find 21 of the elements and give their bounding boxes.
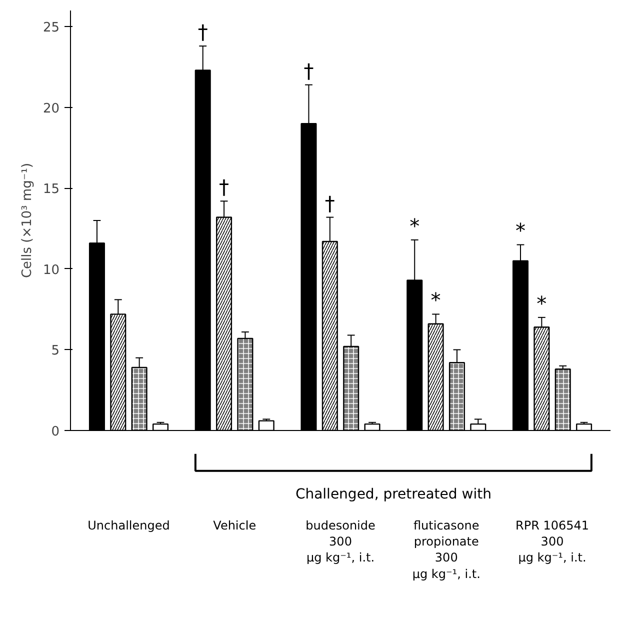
y-tick-label: 25: [42, 20, 60, 36]
text: Challenged, pretreated with: [295, 486, 492, 503]
y-tick-label: 20: [42, 101, 60, 116]
y-tick-label: 5: [51, 344, 60, 359]
y-tick-label: 10: [42, 262, 60, 278]
data-label: †: [324, 191, 335, 216]
y-tick-label: 0: [51, 424, 60, 440]
x-tick-label: fluticasone propionate 300 µg kg⁻¹, i.t.: [412, 518, 480, 581]
data-label: †: [219, 175, 230, 200]
data-label: *: [516, 218, 526, 243]
y-axis-title: Cells (×10³ mg⁻¹): [20, 162, 35, 278]
x-tick-label: Vehicle: [213, 518, 256, 532]
x-tick-label: RPR 106541 300 µg kg⁻¹, i.t.: [515, 518, 590, 565]
data-label: †: [304, 58, 314, 83]
x-tick-label: Unchallenged: [88, 518, 170, 532]
data-label: *: [410, 214, 420, 238]
x-tick-label: budesonide 300 µg kg⁻¹, i.t.: [306, 518, 376, 565]
y-tick-label: 15: [42, 182, 60, 198]
data-label: *: [430, 288, 441, 312]
data-label: *: [536, 291, 547, 316]
data-label: †: [198, 20, 208, 44]
